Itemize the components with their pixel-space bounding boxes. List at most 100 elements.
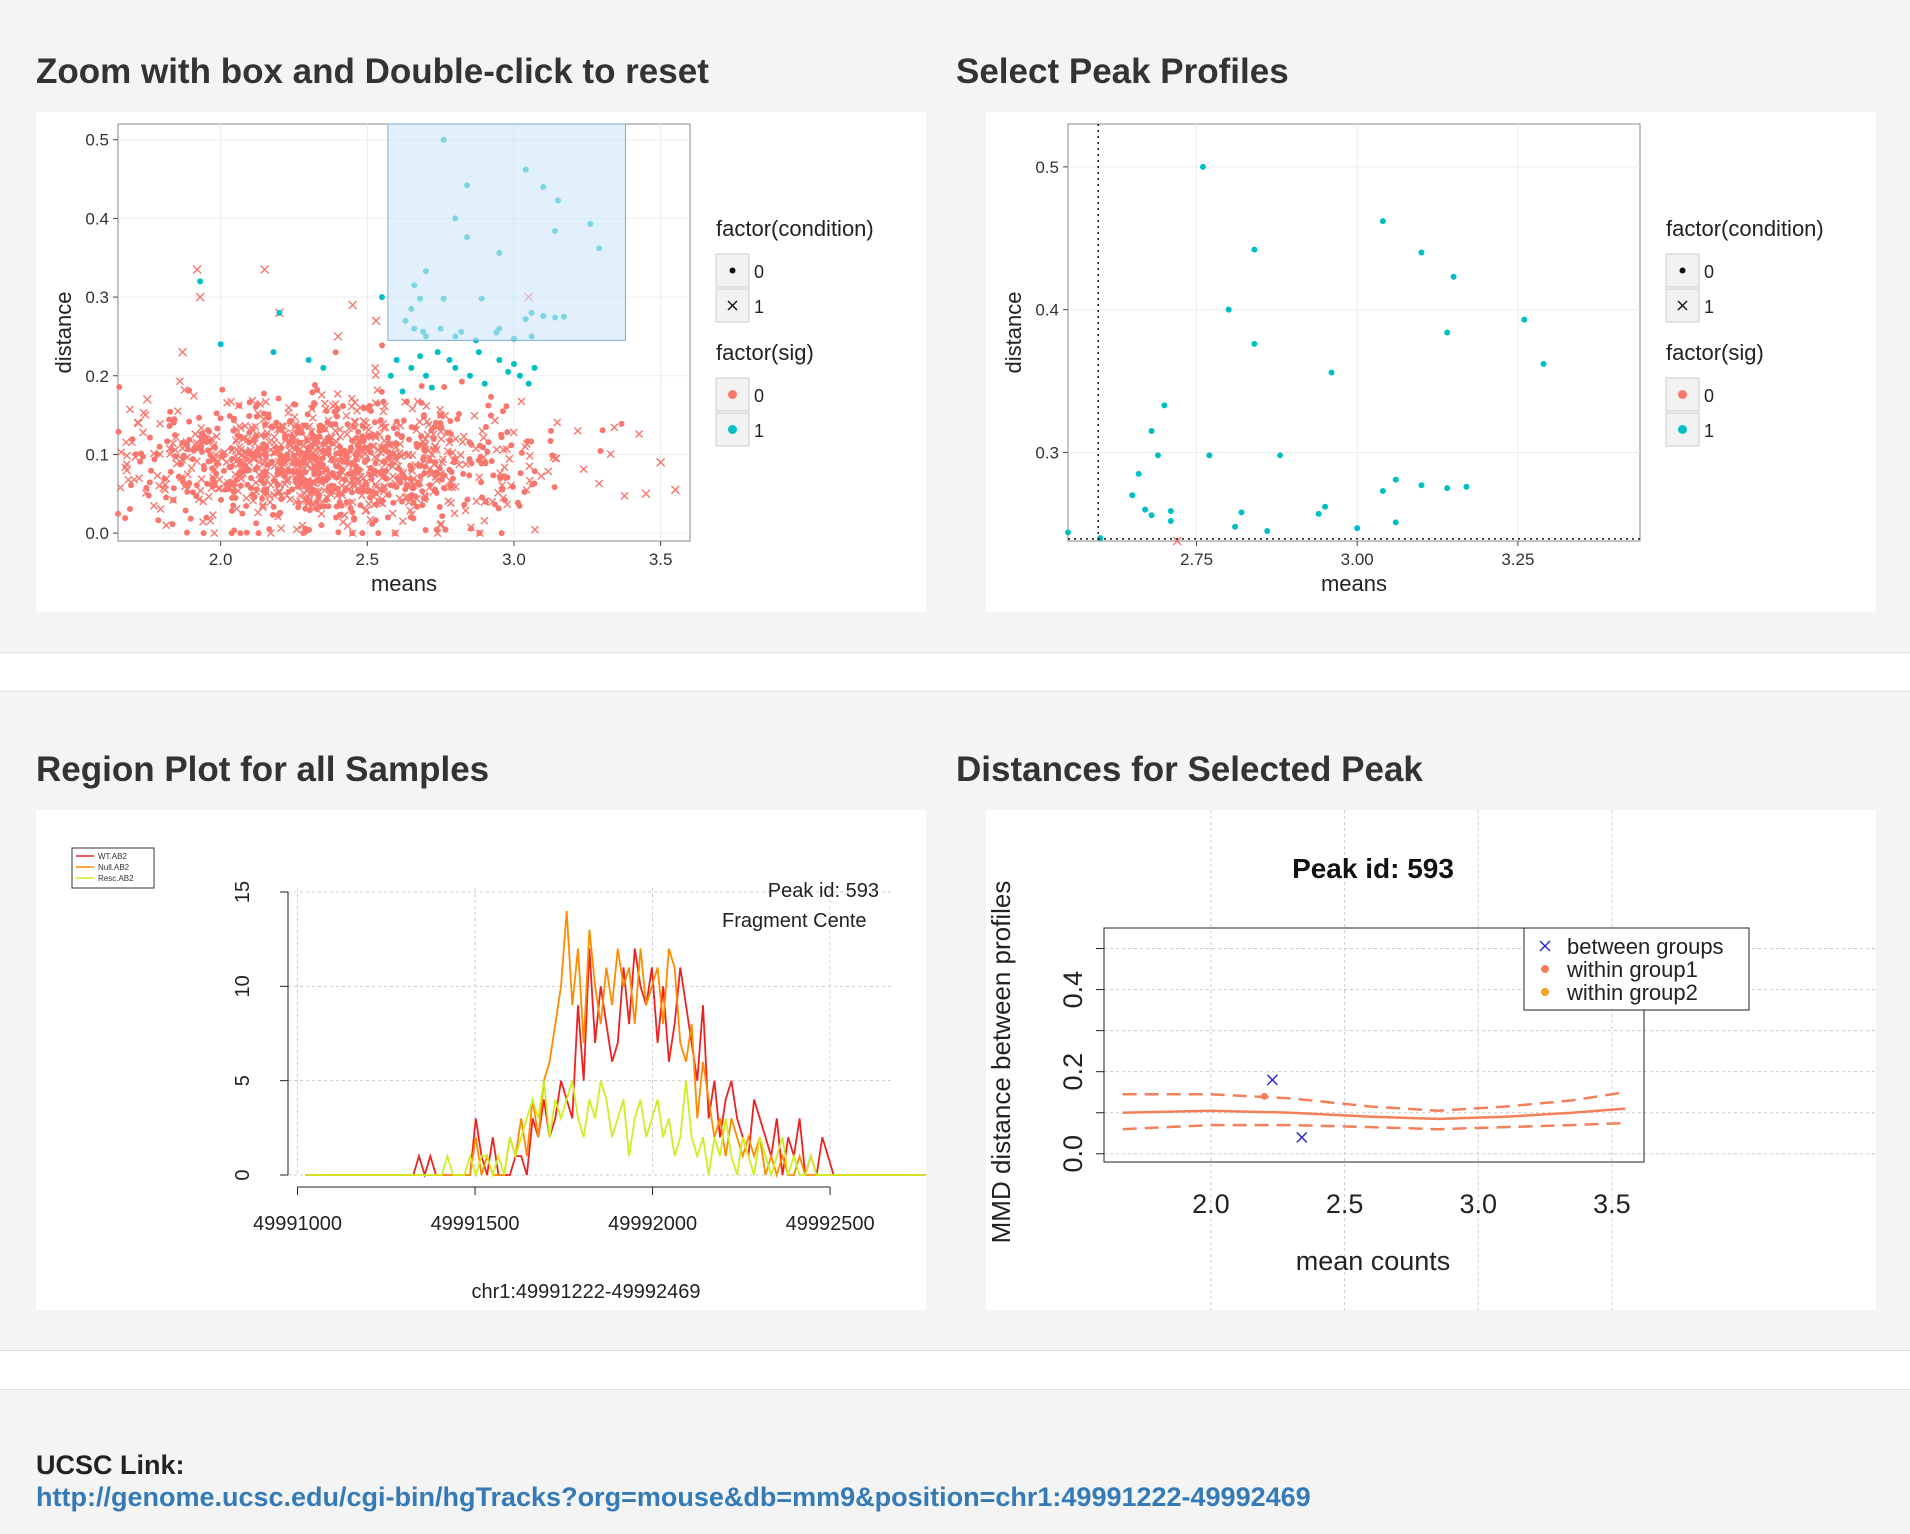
sig0-point bbox=[408, 424, 415, 431]
sig0-point bbox=[236, 402, 243, 409]
sig0-cross bbox=[248, 396, 257, 405]
sig0-cross bbox=[656, 457, 666, 467]
sig0-point bbox=[265, 411, 272, 418]
sig1-point bbox=[1354, 525, 1361, 532]
sig0-cross bbox=[347, 394, 356, 403]
sig0-cross bbox=[310, 487, 319, 496]
sig1-point bbox=[516, 372, 523, 379]
sig0-cross bbox=[292, 525, 301, 534]
sig0-point bbox=[371, 419, 378, 426]
sig1-point bbox=[1161, 402, 1168, 409]
sig0-cross bbox=[472, 497, 481, 506]
sig0-point bbox=[262, 452, 269, 459]
x-axis-label: means bbox=[371, 571, 437, 596]
sig0-point bbox=[549, 452, 556, 459]
sig0-point bbox=[195, 444, 202, 451]
sig0-point bbox=[478, 460, 485, 467]
sig0-point bbox=[193, 493, 200, 500]
sig1-point bbox=[197, 278, 204, 285]
sig0-cross bbox=[286, 495, 295, 504]
sig0-point bbox=[509, 483, 516, 490]
sig1-point bbox=[1450, 273, 1457, 280]
sig0-point bbox=[468, 460, 475, 467]
sig0-point bbox=[418, 433, 425, 440]
sig0-point bbox=[390, 424, 397, 431]
sig0-cross bbox=[426, 454, 435, 463]
sig0-cross bbox=[379, 423, 388, 432]
y-axis-label: MMD distance between profiles bbox=[986, 881, 1016, 1244]
sig0-cross bbox=[420, 495, 429, 504]
sig0-cross bbox=[422, 401, 431, 410]
sig0-cross bbox=[337, 488, 346, 497]
sig0-cross bbox=[635, 429, 644, 438]
select-plot-panel[interactable]: 2.75 3.00 3.25 0.3 0.4 0.5 means distance factor… bbox=[986, 112, 1876, 612]
sig0-point bbox=[488, 458, 495, 465]
sig0-cross bbox=[371, 480, 380, 489]
sig0-cross bbox=[347, 402, 356, 411]
sig0-cross bbox=[171, 433, 180, 442]
sig0-point bbox=[184, 483, 191, 490]
sig0-cross bbox=[371, 316, 381, 326]
sig0-point bbox=[146, 479, 153, 486]
x-tick-label: 2.75 bbox=[1180, 550, 1213, 569]
sig0-point bbox=[253, 520, 260, 527]
sig0-point bbox=[328, 489, 335, 496]
sig0-cross bbox=[370, 453, 379, 462]
legend-dot bbox=[728, 425, 737, 434]
distances-plot-title: Distances for Selected Peak bbox=[956, 750, 1423, 789]
sig0-point bbox=[350, 474, 357, 481]
sig0-cross bbox=[251, 478, 260, 487]
sig0-point bbox=[499, 408, 506, 415]
sig0-point bbox=[464, 496, 471, 503]
sig0-point bbox=[167, 468, 174, 475]
sig0-cross bbox=[522, 486, 531, 495]
sig0-point bbox=[490, 472, 497, 479]
zoom-plot-panel[interactable]: 2.0 2.5 3.0 3.5 0.0 0.1 0.2 0.3 0.4 0.5 means dista… bbox=[36, 112, 926, 612]
sig0-cross bbox=[297, 425, 306, 434]
sig0-cross bbox=[331, 426, 340, 435]
sig0-cross bbox=[290, 412, 299, 421]
sig0-cross bbox=[206, 516, 215, 525]
points-layer bbox=[115, 136, 680, 538]
sig1-point bbox=[276, 309, 283, 316]
zoom-scatter-plot[interactable]: 2.0 2.5 3.0 3.5 0.0 0.1 0.2 0.3 0.4 0.5 means dista… bbox=[36, 112, 926, 612]
sig0-cross bbox=[307, 463, 316, 472]
sig1-point bbox=[1142, 506, 1149, 513]
sig0-cross bbox=[183, 453, 192, 462]
sig0-point bbox=[204, 427, 211, 434]
sig0-cross bbox=[479, 433, 488, 442]
sig0-point bbox=[333, 450, 340, 457]
sig0-point bbox=[253, 413, 260, 420]
sig1-point bbox=[1135, 470, 1142, 477]
sig0-point bbox=[275, 395, 282, 402]
sig0-cross bbox=[362, 423, 371, 432]
sig0-cross bbox=[236, 424, 245, 433]
plot-frame bbox=[1103, 927, 1645, 1163]
sig0-cross bbox=[517, 397, 526, 406]
sig0-cross bbox=[232, 504, 241, 513]
sig1-point bbox=[1540, 360, 1547, 367]
zoom-brush-box bbox=[387, 123, 626, 341]
y-tick-label: 15 bbox=[232, 881, 254, 903]
sig0-cross bbox=[446, 499, 455, 508]
sig0-point bbox=[228, 530, 235, 537]
sig0-cross bbox=[284, 408, 293, 417]
sig0-point bbox=[518, 449, 525, 456]
sig0-point bbox=[146, 434, 153, 441]
select-scatter-plot[interactable]: 2.75 3.00 3.25 0.3 0.4 0.5 means distance factor… bbox=[986, 112, 1876, 612]
plot-title: Peak id: 593 bbox=[1292, 853, 1454, 884]
sig0-cross bbox=[134, 418, 144, 428]
sig0-cross bbox=[116, 483, 125, 492]
sig0-point bbox=[345, 471, 352, 478]
ucsc-link[interactable]: http://genome.ucsc.edu/cgi-bin/hgTracks?… bbox=[36, 1482, 1311, 1512]
sig0-point bbox=[597, 448, 604, 455]
x-tick-label: 2.5 bbox=[356, 550, 380, 569]
sig0-point bbox=[294, 478, 301, 485]
sig0-point bbox=[379, 342, 386, 349]
sig0-point bbox=[531, 480, 538, 487]
sig0-cross bbox=[215, 484, 224, 493]
sig1-point bbox=[1148, 428, 1155, 435]
sig0-point bbox=[219, 386, 226, 393]
sig0-point bbox=[357, 502, 364, 509]
zoom-plot-title: Zoom with box and Double-click to reset bbox=[36, 52, 709, 91]
